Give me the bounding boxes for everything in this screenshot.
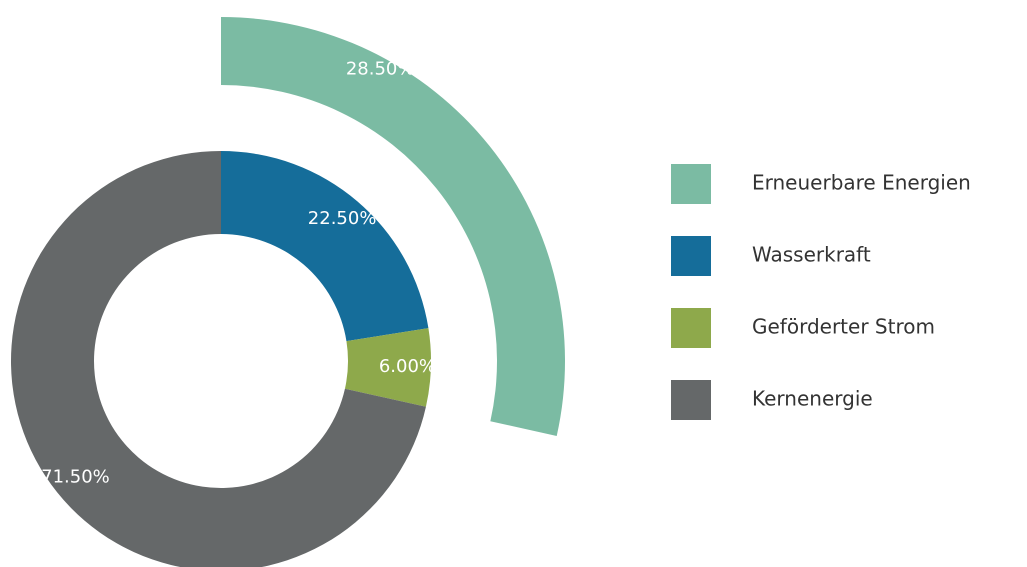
legend-swatch: [671, 236, 711, 276]
value-label: 71.50%: [41, 467, 110, 488]
legend-label: Geförderter Strom: [752, 315, 935, 339]
legend-swatch: [671, 164, 711, 204]
legend-swatch: [671, 380, 711, 420]
legend-swatch: [671, 308, 711, 348]
legend-label: Kernenergie: [752, 387, 873, 411]
legend-label: Erneuerbare Energien: [752, 171, 971, 195]
value-label: 28.50%: [346, 59, 415, 80]
pie-slice: [221, 151, 429, 342]
pie-slice: [221, 17, 565, 437]
pie-slice: [344, 328, 432, 407]
value-label: 22.50%: [308, 208, 377, 229]
pie-slice: [11, 151, 426, 567]
value-label: 6.00%: [379, 356, 436, 377]
legend-label: Wasserkraft: [752, 243, 871, 267]
